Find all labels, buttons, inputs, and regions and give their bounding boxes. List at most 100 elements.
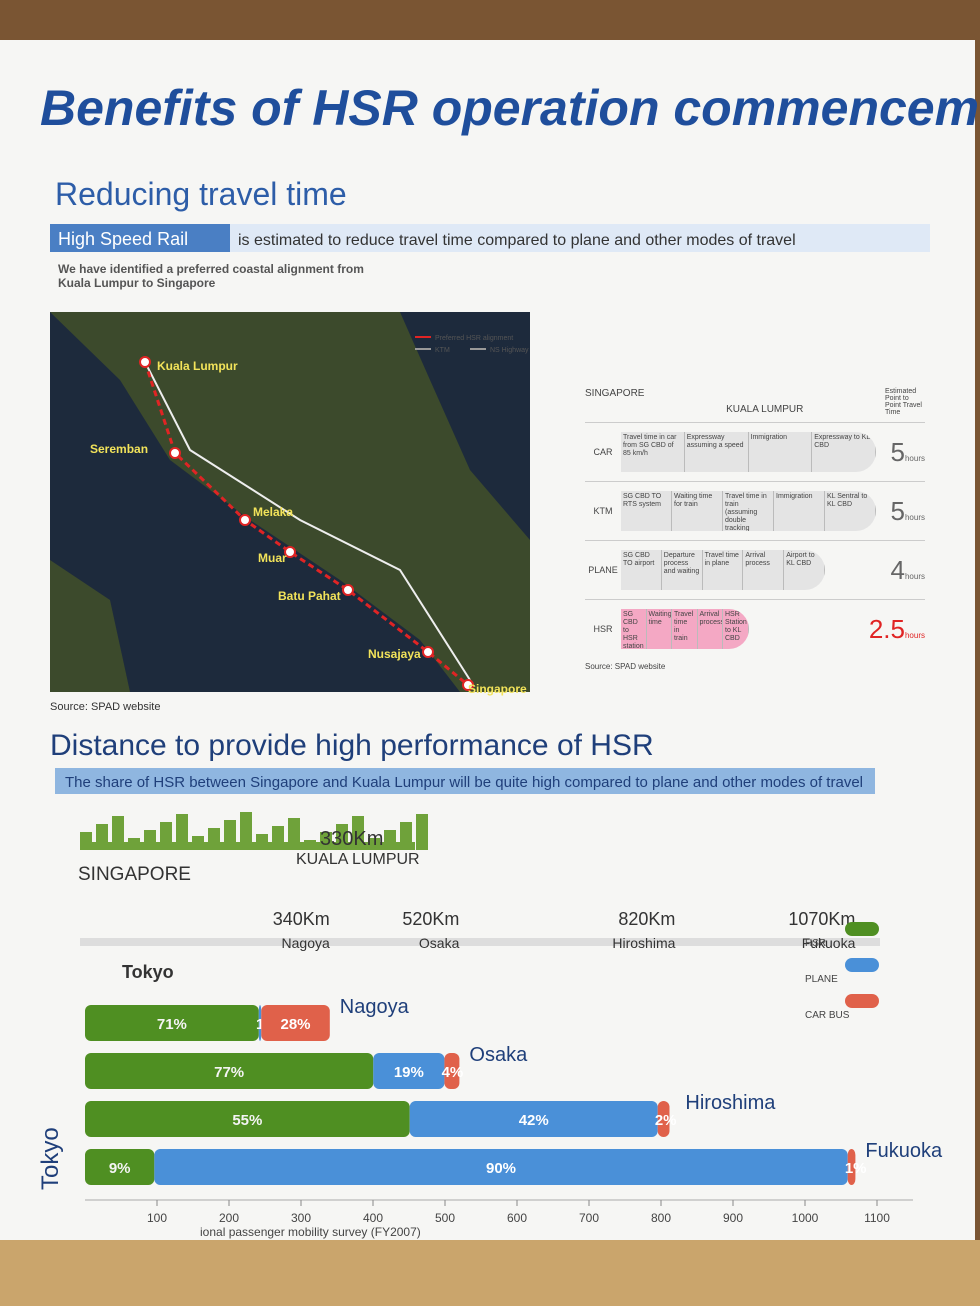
hours-value: 4 [890,554,905,585]
x-tick-label: 100 [147,1211,167,1225]
station-label: Kuala Lumpur [157,359,238,373]
station-label: Nusajaya [368,647,421,661]
segment: Immigration [774,491,825,531]
jp-track [80,938,880,946]
segment: Arrival process [743,550,785,590]
stop-name: Nagoya [282,935,330,951]
ktm-line [144,361,471,681]
segment: SG CBD TO RTS system [621,491,672,531]
share-segment [444,1053,460,1089]
time-bar: SG CBD TO airport Departure process and w… [621,550,825,590]
share-segment [261,1005,330,1041]
mode-name: KTM [593,506,613,516]
share-label: 55% [232,1112,262,1129]
segment: Waiting time for train [672,491,723,531]
station-label: Seremban [90,442,148,456]
map-source: Source: SPAD website [50,701,160,713]
share-segment [657,1101,670,1137]
segment: SG CBD TO airport [621,550,662,590]
segment: Waiting time [647,609,672,649]
x-tick-label: 700 [579,1211,599,1225]
origin: Tokyo [122,962,174,982]
x-tick-label: 1000 [792,1211,819,1225]
stop-name: Hiroshima [612,935,675,951]
share-segment [373,1053,445,1089]
stop-distance: 340Km [273,909,330,929]
hours: 2.5hours [869,614,925,645]
travel-table: SINGAPORE KUALA LUMPUR Estimated Point t… [585,388,925,671]
land [50,312,530,692]
segment: Immigration [749,432,813,472]
title: Benefits of HSR operation commencement [40,80,980,136]
legend-label: KTM [435,347,450,354]
hours: 5hours [891,496,925,527]
station [169,447,181,459]
legend-label: NS Highway [490,347,529,354]
share-segment [85,1149,155,1185]
share-label: 19% [394,1064,424,1081]
note-box: We have identified a preferred coastal a… [58,262,364,290]
skyline [240,812,252,850]
hours-value: 5 [890,495,905,526]
share-label: 4% [442,1064,464,1081]
share-label: 2% [655,1112,677,1129]
banner-highlight: High Speed Rail [58,229,188,249]
segment: KL Sentral to KL CBD [825,491,876,531]
heading-2: Distance to provide high performance of … [50,729,654,762]
skyline [176,814,188,850]
banner-2 [55,768,875,794]
legend-label: HSR [805,938,826,949]
banner-2-text: The share of HSR between Singapore and K… [65,774,863,791]
segment: Travel time in plane [703,550,744,590]
table-header: SINGAPORE KUALA LUMPUR Estimated Point t… [585,388,925,422]
route-name: Hiroshima [685,1092,776,1114]
legend-label: PLANE [805,974,838,985]
mode-row: HSR SG CBD to HSR station Waiting time Trav… [585,599,925,658]
track [80,842,415,850]
segment: Travel time in train [672,609,698,649]
banner-tag [50,224,230,252]
heading: Reducing travel time [55,176,347,212]
rows: CAR Travel time in car from SG CBD of 85 … [585,422,925,658]
x-tick-label: 200 [219,1211,239,1225]
share-segment [154,1149,848,1185]
segment: Departure process and waiting [662,550,703,590]
segment: Expressway assuming a speed [685,432,749,472]
route-name: Nagoya [340,996,410,1018]
segment: Travel time in train (assuming double tr… [723,491,774,531]
route-name: Osaka [469,1044,528,1066]
legend-swatch [845,958,879,972]
segment: HSR Station to KL CBD [723,609,749,649]
time-bar: SG CBD TO RTS system Waiting time for tra… [621,491,876,531]
legend-swatch [845,994,879,1008]
mode-row: KTM SG CBD TO RTS system Waiting time for … [585,481,925,540]
share-segment [847,1149,856,1185]
station [284,546,296,558]
x-tick-label: 800 [651,1211,671,1225]
route-name: Fukuoka [865,1140,943,1162]
banner-text: is estimated to reduce travel time compa… [238,232,796,249]
share-segment [85,1053,374,1089]
skyline [416,814,428,850]
legend-label: Preferred HSR alignment [435,335,513,342]
share-label: 42% [519,1112,549,1129]
mode-name: PLANE [588,565,618,575]
table-source: Source: SPAD website [585,662,666,671]
share-label: 28% [281,1016,311,1033]
kl: KUALA LUMPUR [296,851,420,868]
y-label: Tokyo [37,1127,64,1190]
share-label: 90% [486,1160,516,1177]
share-segment [409,1101,658,1137]
floor [0,1240,980,1306]
mode-name: CAR [593,447,613,457]
station [239,514,251,526]
share-label: 71% [157,1016,187,1033]
station [342,584,354,596]
x-tick-label: 1100 [864,1211,890,1225]
stop-name: Fukuoka [802,935,856,951]
legend-swatch [845,922,879,936]
hours-value: 5 [890,436,905,467]
hours-unit: hours [904,630,925,640]
station-label: Batu Pahat [278,589,341,603]
